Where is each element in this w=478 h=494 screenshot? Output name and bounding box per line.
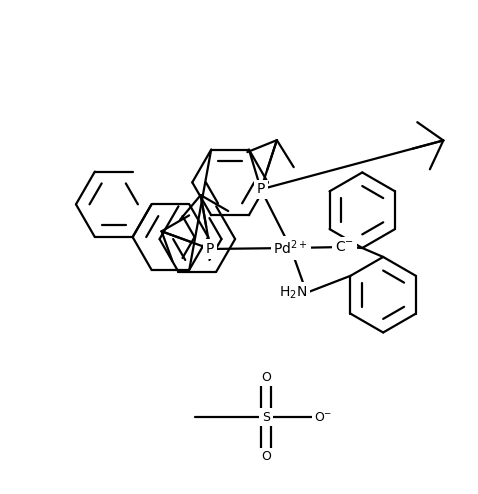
Text: C$^{-}$: C$^{-}$ [335,240,354,254]
Text: O$^{-}$: O$^{-}$ [315,411,333,423]
Text: P: P [257,182,265,196]
Text: Pd$^{2+}$: Pd$^{2+}$ [273,239,308,257]
Text: O: O [261,370,271,384]
Text: H$_2$N: H$_2$N [279,285,307,301]
Text: P: P [206,242,214,256]
Text: S: S [262,411,270,423]
Text: O: O [261,450,271,463]
